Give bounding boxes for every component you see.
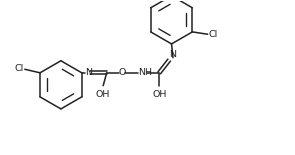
Text: NH: NH xyxy=(138,68,152,77)
Text: Cl: Cl xyxy=(209,30,218,39)
Text: OH: OH xyxy=(152,90,166,99)
Text: O: O xyxy=(118,68,126,77)
Text: N: N xyxy=(86,68,93,77)
Text: N: N xyxy=(170,50,176,59)
Text: OH: OH xyxy=(96,90,110,99)
Text: Cl: Cl xyxy=(14,64,24,73)
